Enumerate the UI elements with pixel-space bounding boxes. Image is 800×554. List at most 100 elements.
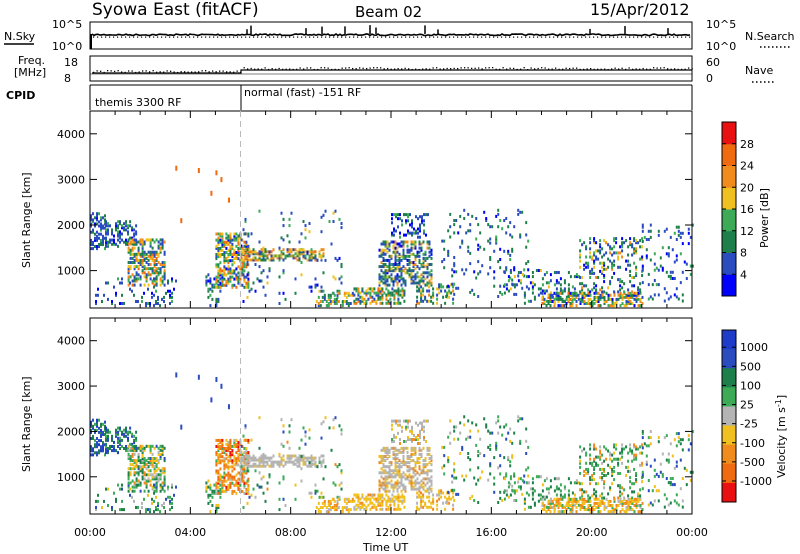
power-cell: [395, 213, 397, 217]
power-cell: [390, 254, 393, 258]
power-cell: [332, 211, 335, 215]
power-cell: [553, 302, 556, 305]
power-cell: [90, 247, 92, 251]
power-cell: [217, 238, 220, 242]
power-cell: [451, 268, 454, 272]
velocity-cell: [453, 476, 456, 480]
velocity-cell: [361, 501, 364, 505]
power-cell: [131, 256, 134, 260]
power-cell: [135, 271, 138, 275]
velocity-cell: [611, 482, 614, 486]
velocity-cell: [237, 471, 240, 475]
power-cell: [107, 297, 109, 301]
velocity-cell: [595, 447, 598, 451]
nave-dot: [362, 67, 364, 69]
velocity-cell: [613, 510, 616, 514]
velocity-cell: [420, 501, 423, 505]
power-cell: [503, 291, 506, 295]
power-cell: [641, 223, 644, 227]
power-cell: [400, 275, 403, 279]
power-cell: [428, 289, 431, 293]
noise-search-dot: [149, 36, 151, 38]
power-cell: [523, 291, 526, 295]
power-cell: [221, 269, 224, 273]
velocity-cell: [161, 450, 164, 454]
velocity-cell: [412, 475, 415, 479]
velocity-cell: [573, 493, 576, 497]
power-cell: [223, 257, 226, 261]
velocity-cell: [547, 487, 550, 491]
velocity-cell: [555, 487, 558, 491]
nave-dot: [334, 68, 336, 71]
velocity-cell: [141, 465, 144, 469]
power-cell: [247, 232, 250, 236]
noise-search-dot: [165, 36, 167, 38]
power-cell: [127, 265, 130, 269]
power-cell: [377, 291, 380, 295]
velocity-cell: [225, 442, 228, 446]
power-cell: [384, 240, 387, 244]
velocity-cell: [231, 481, 234, 485]
velocity-cell: [219, 447, 222, 450]
power-cell: [121, 238, 123, 242]
power-cell: [430, 273, 433, 277]
velocity-cell: [631, 499, 634, 503]
power-cell: [340, 281, 343, 285]
power-cell: [229, 244, 232, 248]
velocity-cell: [282, 475, 285, 479]
velocity-cell: [607, 472, 610, 475]
power-cell: [380, 242, 383, 246]
power-cell: [593, 251, 596, 255]
velocity-cell: [587, 499, 590, 503]
power-cell: [477, 223, 480, 227]
velocity-cell: [131, 446, 134, 450]
power-cell: [258, 256, 261, 260]
velocity-cell: [109, 447, 111, 450]
power-cell: [378, 275, 381, 279]
velocity-cell: [613, 457, 616, 461]
power-cell: [361, 295, 364, 299]
power-cell: [169, 289, 171, 293]
nave-dot: [268, 68, 270, 71]
noise-search-dot: [521, 36, 523, 38]
power-cell: [386, 242, 389, 246]
power-cell: [210, 190, 213, 196]
velocity-cell: [615, 506, 618, 509]
power-cell: [264, 254, 267, 258]
velocity-cell: [300, 456, 303, 460]
noise-search-dot: [573, 36, 575, 38]
power-cell: [219, 255, 222, 259]
velocity-cell: [119, 508, 121, 512]
velocity-cell: [380, 483, 383, 487]
velocity-cell: [278, 481, 281, 485]
power-cell: [163, 240, 166, 244]
velocity-cell: [217, 475, 220, 479]
noise-search-dot: [565, 36, 567, 38]
power-cell: [151, 258, 154, 262]
nave-dot: [170, 70, 172, 72]
velocity-cell: [517, 419, 520, 423]
power-cell: [133, 258, 136, 262]
power-cell: [159, 246, 162, 250]
power-cell: [499, 219, 502, 222]
nave-dot: [450, 68, 452, 70]
velocity-cell: [223, 479, 226, 483]
power-cell: [402, 242, 405, 246]
velocity-cell: [149, 446, 152, 450]
power-cell: [149, 263, 152, 266]
noise-search-dot: [645, 36, 647, 38]
power-cell: [129, 267, 132, 271]
velocity-cell: [241, 477, 244, 481]
velocity-cell: [145, 467, 148, 471]
nave-dot: [481, 68, 483, 70]
velocity-cell: [153, 499, 155, 503]
velocity-cell: [412, 459, 415, 463]
velocity-cell: [549, 499, 552, 503]
velocity-cell: [410, 479, 413, 483]
velocity-cell: [229, 473, 232, 477]
power-cell: [585, 255, 588, 259]
power-cell: [223, 283, 226, 287]
power-cell: [537, 269, 540, 272]
velocity-cell: [133, 467, 136, 471]
power-cell: [418, 258, 421, 262]
